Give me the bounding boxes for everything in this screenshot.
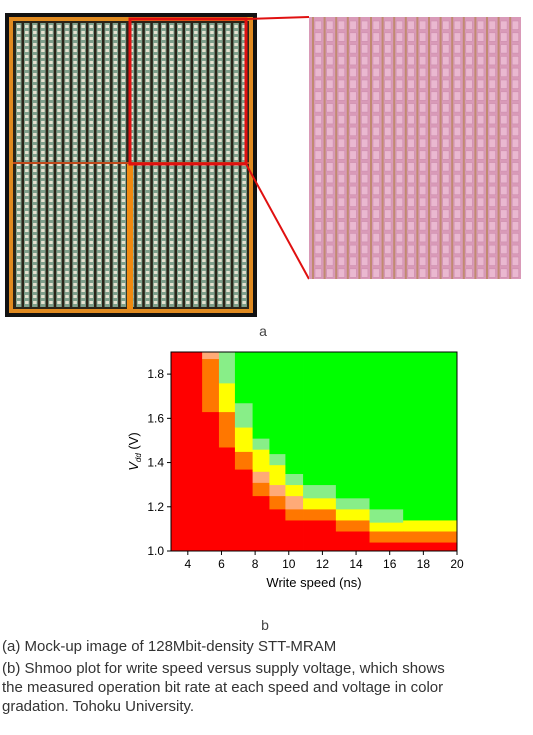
shmoo-cell	[202, 411, 220, 552]
shmoo-cell	[269, 453, 286, 466]
shmoo-cell	[369, 542, 404, 552]
shmoo-cell	[335, 497, 370, 510]
y-tick-label: 1.0	[147, 544, 164, 558]
panel-a-label: a	[259, 323, 267, 339]
shmoo-cell	[303, 520, 337, 552]
panel-b-label: b	[261, 617, 269, 633]
zoom-connector-lines	[245, 16, 310, 280]
shmoo-cell	[252, 471, 270, 483]
x-tick-label: 8	[252, 557, 259, 571]
shmoo-cell	[234, 427, 253, 452]
shmoo-cell	[252, 482, 270, 497]
y-tick-label: 1.4	[147, 456, 164, 470]
shmoo-cell	[369, 522, 404, 532]
shmoo-plot: 4 6 8 10 12 14 16 18 20 1.0 1.2 1.4 1.6 1.8 Write sp…	[128, 351, 464, 590]
x-axis-ticks: 4 6 8 10 12 14 16 18 20	[184, 551, 464, 571]
x-tick-label: 14	[349, 557, 363, 571]
shmoo-cell	[202, 352, 220, 360]
shmoo-cell	[285, 352, 304, 475]
shmoo-cell	[234, 469, 253, 552]
caption-b-line-3: gradation. Tohoku University.	[2, 698, 195, 715]
shmoo-cell	[234, 352, 253, 404]
plot-frame	[170, 351, 458, 552]
caption-b-line-2: the measured operation bit rate at each …	[2, 679, 444, 696]
x-tick-label: 18	[417, 557, 431, 571]
shmoo-cell	[218, 447, 236, 552]
shmoo-cell	[303, 497, 337, 510]
shmoo-cell	[252, 449, 270, 472]
shmoo-cell	[369, 531, 404, 543]
shmoo-cell	[234, 402, 253, 428]
caption-b-line-1: (b) Shmoo plot for write speed versus su…	[2, 660, 445, 677]
shmoo-cell	[269, 495, 286, 510]
shmoo-cell	[269, 508, 286, 552]
y-axis-label: Vdd (V)	[128, 432, 143, 471]
x-tick-label: 12	[316, 557, 330, 571]
shmoo-cell	[171, 352, 203, 552]
y-tick-label: 1.2	[147, 500, 164, 514]
zoomed-cell-array-image	[309, 17, 521, 279]
chip-mockup-image	[5, 13, 257, 317]
shmoo-cell	[285, 473, 304, 486]
shmoo-cell	[218, 411, 236, 448]
shmoo-cell	[369, 352, 404, 510]
x-tick-label: 6	[218, 557, 225, 571]
shmoo-cell	[285, 495, 304, 510]
caption-a: (a) Mock-up image of 128Mbit-density STT…	[2, 638, 337, 655]
shmoo-cell	[303, 508, 337, 521]
shmoo-cell	[202, 358, 220, 413]
shmoo-cell	[218, 352, 236, 384]
shmoo-cell	[335, 531, 370, 552]
shmoo-cell	[403, 520, 458, 532]
shmoo-cell	[269, 484, 286, 497]
shmoo-cell	[335, 520, 370, 532]
shmoo-cell	[252, 495, 270, 552]
x-tick-label: 10	[282, 557, 296, 571]
shmoo-cell	[303, 352, 337, 486]
shmoo-cell	[335, 508, 370, 521]
shmoo-cell	[285, 484, 304, 497]
shmoo-cell	[369, 508, 404, 523]
shmoo-cell	[403, 531, 458, 543]
shmoo-cell	[403, 542, 458, 552]
shmoo-cell	[234, 451, 253, 470]
x-tick-label: 16	[383, 557, 397, 571]
shmoo-cell	[218, 382, 236, 413]
y-axis-ticks: 1.0 1.2 1.4 1.6 1.8	[147, 367, 171, 558]
shmoo-heatmap-cells	[171, 352, 458, 552]
shmoo-cell	[285, 508, 304, 521]
zoom-highlight-box	[128, 17, 248, 166]
shmoo-cell	[335, 352, 370, 499]
y-axis-label-unit: (V)	[128, 432, 141, 453]
shmoo-cell	[403, 352, 458, 521]
shmoo-cell	[303, 484, 337, 499]
y-axis-label-main: V	[128, 461, 141, 471]
y-tick-label: 1.6	[147, 411, 164, 425]
shmoo-cell	[269, 464, 286, 486]
x-tick-label: 4	[184, 557, 191, 571]
shmoo-cell	[252, 352, 270, 439]
shmoo-cell	[269, 352, 286, 455]
x-tick-label: 20	[450, 557, 464, 571]
y-axis-label-sub: dd	[134, 453, 143, 462]
shmoo-cell	[285, 520, 304, 552]
shmoo-cell	[252, 438, 270, 450]
y-tick-label: 1.8	[147, 367, 164, 381]
x-axis-label: Write speed (ns)	[266, 575, 361, 590]
